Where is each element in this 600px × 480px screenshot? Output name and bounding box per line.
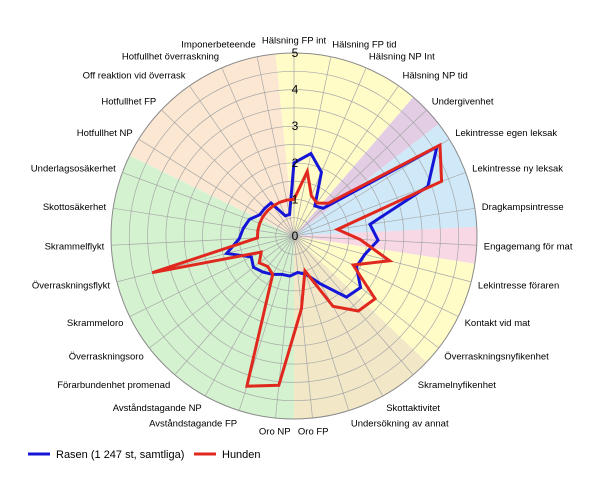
grid-spoke [149,235,295,349]
grid-spoke [293,207,475,237]
grid-spoke [256,56,295,237]
tick-label-2: 2 [292,156,299,170]
grid-spoke [293,235,439,349]
grid-spoke [275,235,295,419]
category-label-engagemang-for-mat: Engagemang för mat [484,241,573,252]
radial-tick-labels: 0 1 2 3 4 5 [292,46,299,243]
grid-spoke [293,85,399,237]
category-label-undergivenhet: Undergivenhet [432,96,494,107]
category-label-skottaktivitet: Skottaktivitet [386,403,440,414]
grid-spoke [293,235,472,283]
grid-spoke [221,67,295,237]
category-label-overraskningsnyfikenhet: Överraskningsnyfikenhet [444,351,549,362]
grid-spoke [293,235,459,317]
tick-label-4: 4 [292,83,299,97]
category-label-underlagsosakerhet: Underlagsosäkerhet [31,163,116,174]
category-sector-3 [294,226,478,264]
category-label-skrammelflykt: Skrammelflykt [45,241,105,252]
grid-spoke [122,172,295,237]
category-label-dragkampsintresse: Dragkampsintresse [482,202,564,213]
category-label-oro-fp: Oro FP [298,426,329,437]
grid-spoke [204,235,295,397]
category-label-undersokning-av-annat: Undersökning av annat [351,419,449,430]
category-label-lekintresse-foraren: Lekintresse föraren [478,281,559,292]
category-label-hotfullhet-np: Hotfullhet NP [77,128,133,139]
category-label-avstandstagande-np: Avståndstagande NP [113,403,202,414]
category-label-skottosakerhet: Skottosäkerhet [43,202,107,213]
grid-spoke [293,235,477,246]
category-label-overraskningsoro: Överraskningsoro [69,351,144,362]
grid-spoke [293,235,350,411]
category-label-forarbundenhet-promenad: Förarbundenhet promenad [57,380,170,391]
category-label-hotfullhet-fp: Hotfullhet FP [101,96,156,107]
grid-spoke [293,235,313,419]
category-label-lekintresse-egen-leksak: Lekintresse egen leksak [455,128,557,139]
category-label-lekintresse-ny-leksak: Lekintresse ny leksak [472,163,563,174]
grid-spoke [293,235,384,397]
tick-label-1: 1 [292,192,299,206]
category-label-imponerbeteende: Imponerbeteende [181,40,255,51]
category-label-halsning-fp-int: Hälsning FP int [262,36,327,47]
category-label-oro-np: Oro NP [259,426,291,437]
category-sector-5 [294,236,427,419]
tick-label-3: 3 [292,119,299,133]
grid-spoke [129,235,295,317]
grid-spoke [111,235,295,246]
legend: Rasen (1 247 st, samtliga) Hunden [28,449,261,461]
series-line-1 [151,142,444,388]
grid-spoke [161,109,295,237]
series-lines [151,142,444,388]
series-line-0 [223,144,440,299]
grid-spoke [293,56,332,237]
category-label-skramelnyfikenhet: Skramelnyfikenhet [418,380,497,391]
grid-spoke [189,85,295,237]
grid-spoke [293,67,367,237]
tick-label-5: 5 [292,46,299,60]
category-label-hotfullhet-overraskning: Hotfullhet överraskning [122,51,219,62]
category-sector-7 [129,53,294,236]
grid-spoke [174,235,295,376]
legend-label-hunden: Hunden [222,449,261,461]
category-label-halsning-np-tid: Hälsning NP tid [403,71,468,82]
tick-label-0: 0 [292,229,299,243]
grid-spoke [113,207,295,237]
grid-spoke [116,235,295,283]
category-label-halsning-np-int: Hälsning NP Int [369,51,435,62]
grid-spoke [293,235,414,376]
category-label-kontakt-vid-mat: Kontakt vid mat [465,318,531,329]
category-label-off-reaktion-vid-overrask: Off reaktion vid överrask [83,71,186,82]
category-label-skrammeloro: Skrammeloro [67,318,124,329]
category-sector-2 [294,123,477,236]
legend-label-rasen: Rasen (1 247 st, samtliga) [56,449,184,461]
grid-spoke [138,138,295,237]
category-label-halsning-fp-tid: Hälsning FP tid [332,40,396,51]
grid-spoke [293,109,427,237]
category-label-overraskningsflykt: Överraskningsflykt [32,281,110,292]
category-label-avstandstagande-fp: Avståndstagande FP [149,419,237,430]
